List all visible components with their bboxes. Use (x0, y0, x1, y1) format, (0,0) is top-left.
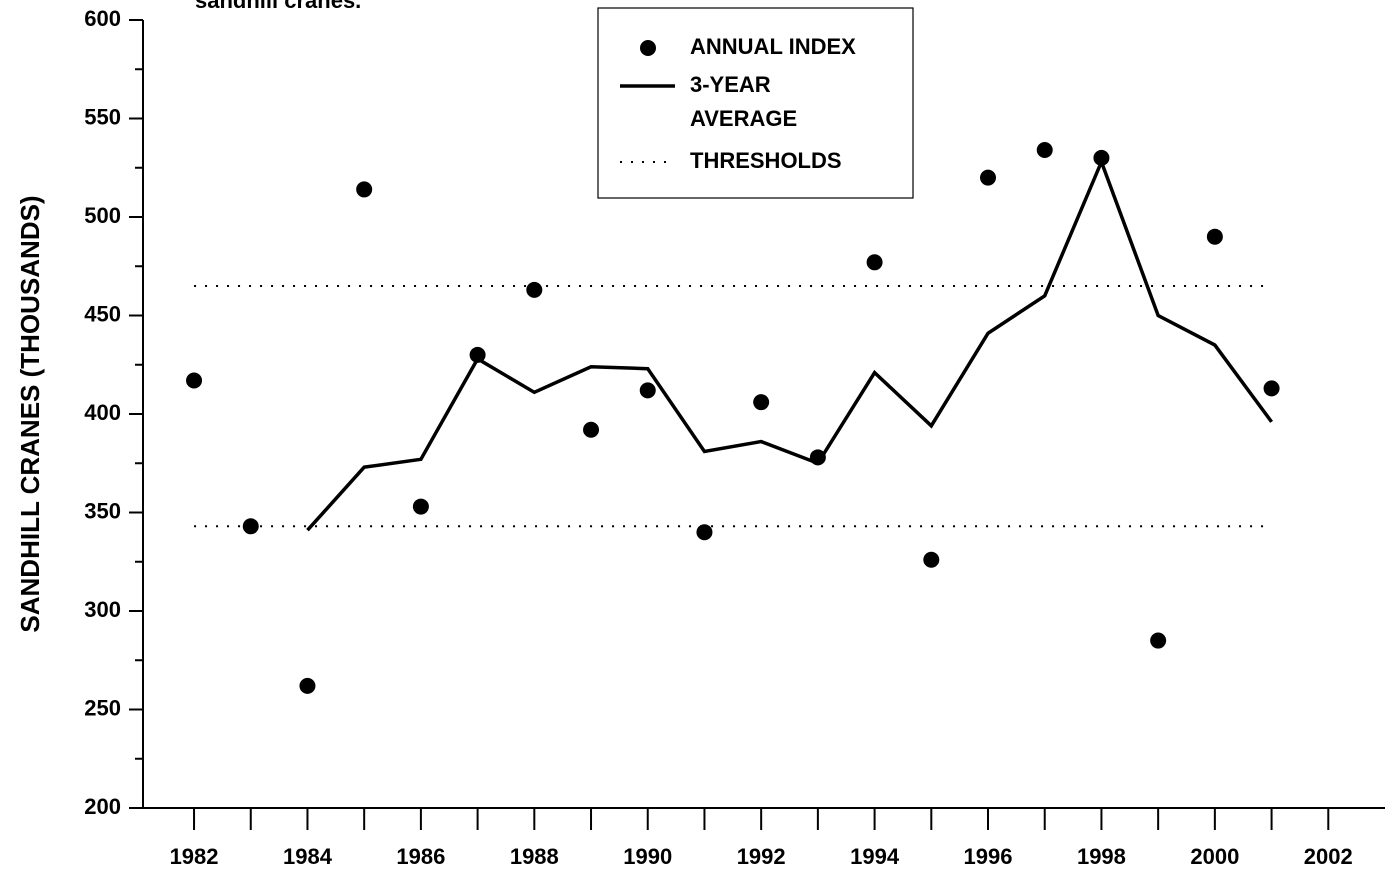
data-point (696, 524, 713, 541)
data-point (1206, 228, 1223, 245)
legend-box (597, 7, 914, 199)
y-tick-label: 500 (84, 203, 121, 228)
data-point (299, 677, 316, 694)
y-tick-label: 400 (84, 400, 121, 425)
data-point (356, 181, 373, 198)
legend-label: ANNUAL INDEX (690, 34, 856, 59)
x-tick-label: 1982 (170, 844, 219, 869)
y-tick-label: 300 (84, 597, 121, 622)
data-point (980, 169, 997, 186)
data-point (639, 382, 656, 399)
x-tick-label: 1994 (850, 844, 900, 869)
x-tick-label: 1990 (623, 844, 672, 869)
x-tick-label: 1984 (283, 844, 333, 869)
y-axis-label: SANDHILL CRANES (THOUSANDS) (15, 195, 45, 632)
average-line (306, 157, 1273, 532)
y-tick-label: 200 (84, 794, 121, 819)
y-tick-label: 550 (84, 104, 121, 129)
x-tick-label: 2002 (1304, 844, 1353, 869)
data-point (923, 551, 940, 568)
legend-label: THRESHOLDS (690, 148, 842, 173)
y-tick-label: 250 (84, 695, 121, 720)
x-tick-label: 1988 (510, 844, 559, 869)
data-point (242, 518, 259, 535)
data-point (469, 346, 486, 363)
legend-marker (640, 40, 656, 56)
legend-label: 3-YEAR AVERAGE (690, 72, 797, 131)
data-point (1263, 380, 1280, 397)
y-tick-label: 450 (84, 301, 121, 326)
data-point (412, 498, 429, 515)
chart-title: sandhill cranes. (195, 0, 361, 13)
x-tick-label: 1998 (1077, 844, 1126, 869)
data-point (753, 394, 770, 411)
x-tick-label: 1996 (964, 844, 1013, 869)
data-point (866, 254, 883, 271)
x-tick-label: 1992 (737, 844, 786, 869)
y-tick-label: 600 (84, 6, 121, 31)
data-point (1150, 632, 1167, 649)
data-point (583, 421, 600, 438)
data-point (526, 281, 543, 298)
data-point (186, 372, 203, 389)
x-tick-label: 1986 (396, 844, 445, 869)
y-tick-label: 350 (84, 498, 121, 523)
x-tick-label: 2000 (1190, 844, 1239, 869)
data-point (1036, 142, 1053, 159)
